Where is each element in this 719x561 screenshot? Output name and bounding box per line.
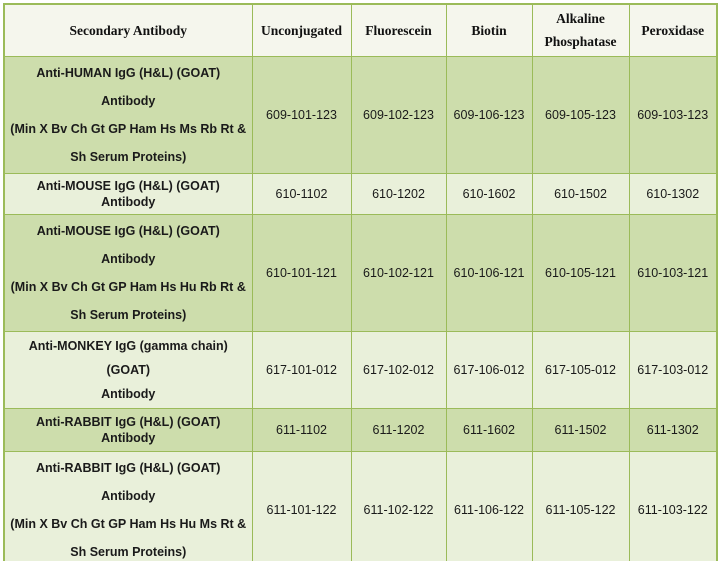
antibody-name-cell: Anti-MOUSE IgG (H&L) (GOAT) Antibody [3,172,253,215]
catalog-number-cell: 611-102-122 [350,450,447,561]
catalog-number-cell: 610-1102 [251,172,352,215]
table-row: Anti-MONKEY IgG (gamma chain) (GOAT) Ant… [3,330,718,409]
column-header-fluorescein: Fluorescein [350,3,447,57]
column-header-secondary-antibody: Secondary Antibody [3,3,253,57]
catalog-number-cell: 610-1502 [531,172,630,215]
antibody-name-cell: Anti-MOUSE IgG (H&L) (GOAT) Antibody (Mi… [3,213,253,332]
antibody-name-cell: Anti-MONKEY IgG (gamma chain) (GOAT) Ant… [3,330,253,409]
column-header-peroxidase: Peroxidase [628,3,718,57]
catalog-number-cell: 610-1302 [628,172,718,215]
catalog-number-cell: 610-1202 [350,172,447,215]
catalog-number-cell: 610-103-121 [628,213,718,332]
antibody-name-line: (Min X Bv Ch Gt GP Ham Hs Ms Rb Rt & [10,121,247,136]
antibody-name-cell: Anti-HUMAN IgG (H&L) (GOAT) Antibody (Mi… [3,55,253,174]
catalog-number-cell: 611-105-122 [531,450,630,561]
table-row: Anti-MOUSE IgG (H&L) (GOAT) Antibody (Mi… [3,213,718,332]
catalog-number-cell: 609-106-123 [445,55,533,174]
catalog-number-cell: 611-101-122 [251,450,352,561]
catalog-number-cell: 610-101-121 [251,213,352,332]
antibody-name-line: Anti-MOUSE IgG (H&L) (GOAT) Antibody [36,223,220,266]
catalog-number-cell: 611-1602 [445,407,533,452]
table-row: Anti-RABBIT IgG (H&L) (GOAT) Antibody (M… [3,450,718,561]
antibody-name-line: Anti-RABBIT IgG (H&L) (GOAT) Antibody [36,460,221,503]
catalog-number-cell: 611-1202 [350,407,447,452]
column-header-unconjugated: Unconjugated [251,3,352,57]
catalog-number-cell: 611-103-122 [628,450,718,561]
catalog-number-cell: 617-101-012 [251,330,352,409]
catalog-number-cell: 611-106-122 [445,450,533,561]
antibody-name-line: Anti-MOUSE IgG (H&L) (GOAT) Antibody [36,178,220,209]
catalog-number-cell: 609-103-123 [628,55,718,174]
catalog-number-cell: 610-1602 [445,172,533,215]
table-row: Anti-MOUSE IgG (H&L) (GOAT) Antibody 610… [3,172,718,215]
catalog-number-cell: 609-101-123 [251,55,352,174]
column-header-biotin: Biotin [445,3,533,57]
antibody-name-line: (Min X Bv Ch Gt GP Ham Hs Hu Rb Rt & [10,279,246,294]
antibody-name-line: Sh Serum Proteins) [70,544,187,559]
catalog-number-cell: 611-1502 [531,407,630,452]
catalog-number-cell: 610-105-121 [531,213,630,332]
catalog-number-cell: 609-105-123 [531,55,630,174]
column-header-alkaline-phosphatase: Alkaline Phosphatase [531,3,630,57]
antibody-name-line: Antibody [101,386,156,401]
antibody-name-line: Anti-HUMAN IgG (H&L) (GOAT) Antibody [36,65,221,108]
antibody-name-line: Sh Serum Proteins) [70,307,187,322]
table-row: Anti-RABBIT IgG (H&L) (GOAT) Antibody 61… [3,407,718,452]
secondary-antibody-table: Secondary Antibody Unconjugated Fluoresc… [3,3,718,561]
catalog-number-cell: 610-102-121 [350,213,447,332]
catalog-number-cell: 611-1302 [628,407,718,452]
table-header-row: Secondary Antibody Unconjugated Fluoresc… [3,3,718,57]
catalog-number-cell: 617-102-012 [350,330,447,409]
catalog-number-cell: 609-102-123 [350,55,447,174]
antibody-name-cell: Anti-RABBIT IgG (H&L) (GOAT) Antibody (M… [3,450,253,561]
antibody-name-line: (Min X Bv Ch Gt GP Ham Hs Hu Ms Rt & [10,516,247,531]
catalog-number-cell: 610-106-121 [445,213,533,332]
antibody-name-line: Sh Serum Proteins) [70,149,187,164]
antibody-name-line: Anti-MONKEY IgG (gamma chain) (GOAT) [28,338,228,377]
catalog-number-cell: 617-103-012 [628,330,718,409]
catalog-number-cell: 617-105-012 [531,330,630,409]
antibody-name-cell: Anti-RABBIT IgG (H&L) (GOAT) Antibody [3,407,253,452]
antibody-name-line: Anti-RABBIT IgG (H&L) (GOAT) Antibody [36,414,221,445]
catalog-number-cell: 611-1102 [251,407,352,452]
table-row: Anti-HUMAN IgG (H&L) (GOAT) Antibody (Mi… [3,55,718,174]
catalog-number-cell: 617-106-012 [445,330,533,409]
